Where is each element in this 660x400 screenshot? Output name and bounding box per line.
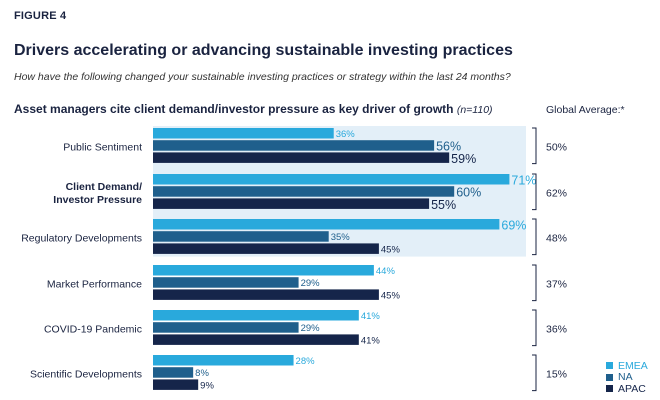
- value-label: 41%: [361, 335, 381, 346]
- group-bracket: [532, 127, 537, 165]
- bar-apac: [153, 379, 199, 390]
- bar-emea: [153, 265, 374, 276]
- bar-apac: [153, 152, 450, 163]
- value-label: 59%: [451, 152, 476, 166]
- category-label: Market Performance: [47, 278, 142, 290]
- value-label: 35%: [331, 232, 351, 243]
- group-bracket: [532, 218, 537, 256]
- category-label-line: Market Performance: [47, 278, 142, 290]
- legend-swatch: [606, 385, 613, 393]
- page-title: Drivers accelerating or advancing sustai…: [14, 42, 513, 59]
- chart-heading-text: Asset managers cite client demand/invest…: [14, 102, 454, 116]
- bar-apac: [153, 334, 359, 345]
- value-label: 56%: [436, 140, 461, 154]
- value-label: 45%: [381, 290, 401, 301]
- value-label: 8%: [195, 368, 209, 379]
- global-average-value: 15%: [546, 368, 567, 380]
- value-label: 29%: [301, 278, 321, 289]
- category-label: Public Sentiment: [63, 141, 142, 153]
- bar-apac: [153, 198, 430, 209]
- legend-swatch: [606, 362, 613, 370]
- value-label: 55%: [431, 198, 456, 212]
- value-label: 69%: [501, 219, 526, 233]
- value-label: 9%: [200, 380, 214, 391]
- bar-na: [153, 322, 299, 333]
- bar-na: [153, 186, 455, 197]
- category-label-line: Investor Pressure: [53, 194, 142, 206]
- value-label: 29%: [301, 323, 321, 334]
- value-label: 71%: [511, 174, 536, 188]
- bar-na: [153, 231, 329, 242]
- chart-legend: EMEA NA APAC: [606, 360, 648, 395]
- group-bracket: [532, 309, 537, 347]
- category-label-line: COVID-19 Pandemic: [44, 323, 142, 335]
- category-label: Regulatory Developments: [21, 232, 142, 244]
- legend-label: APAC: [618, 382, 646, 395]
- bar-emea: [153, 310, 359, 321]
- bar-emea: [153, 174, 510, 185]
- category-label-line: Client Demand/: [66, 181, 143, 193]
- bar-na: [153, 277, 299, 288]
- category-label: Scientific Developments: [30, 368, 142, 380]
- category-label-line: Public Sentiment: [63, 141, 142, 153]
- bar-emea: [153, 355, 294, 366]
- bar-emea: [153, 128, 334, 139]
- group-bracket: [532, 354, 537, 392]
- global-average-value: 37%: [546, 278, 567, 290]
- legend-label: EMEA: [618, 359, 648, 372]
- value-label: 41%: [361, 311, 381, 322]
- legend-label: NA: [618, 371, 633, 384]
- category-label: COVID-19 Pandemic: [44, 323, 142, 335]
- legend-item: NA: [606, 371, 648, 384]
- legend-item: APAC: [606, 383, 648, 395]
- global-average-value: 50%: [546, 141, 567, 153]
- legend-item: EMEA: [606, 360, 648, 372]
- category-label-line: Scientific Developments: [30, 368, 142, 380]
- value-label: 44%: [376, 266, 396, 277]
- global-average-value: 36%: [546, 323, 567, 335]
- bar-na: [153, 140, 435, 151]
- sample-size: (n=110): [456, 104, 493, 116]
- value-label: 45%: [381, 244, 401, 255]
- value-label: 28%: [296, 356, 316, 367]
- figure-label: FIGURE 4: [14, 10, 67, 22]
- group-bracket: [532, 173, 537, 211]
- bar-emea: [153, 219, 500, 230]
- group-bracket: [532, 264, 537, 302]
- global-average-heading: Global Average:*: [546, 104, 625, 116]
- global-average-value: 62%: [546, 187, 567, 199]
- page-subtitle: How have the following changed your sust…: [14, 71, 511, 83]
- value-label: 60%: [456, 186, 481, 200]
- category-label: Client Demand/Investor Pressure: [53, 181, 142, 206]
- bar-apac: [153, 243, 379, 254]
- bar-na: [153, 367, 194, 378]
- category-label-line: Regulatory Developments: [21, 232, 142, 244]
- legend-swatch: [606, 373, 613, 381]
- global-average-value: 48%: [546, 232, 567, 244]
- value-label: 36%: [336, 129, 356, 140]
- bar-apac: [153, 289, 379, 300]
- chart-heading: Asset managers cite client demand/invest…: [14, 102, 493, 116]
